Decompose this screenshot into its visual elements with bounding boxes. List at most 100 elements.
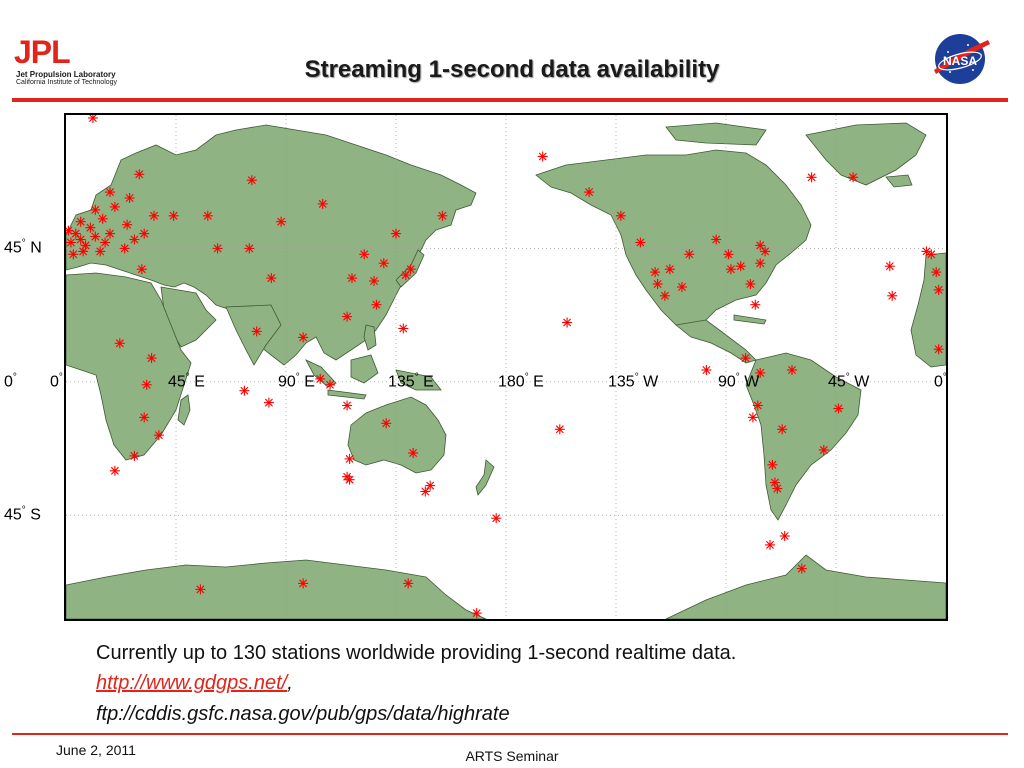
landmass-madagascar xyxy=(177,394,191,426)
footer-divider xyxy=(12,733,1008,735)
station-marker xyxy=(787,365,797,375)
station-marker xyxy=(251,326,262,337)
jpl-logo-mark: JPL xyxy=(14,34,71,70)
landmass-central-america xyxy=(675,319,757,364)
station-marker xyxy=(378,258,389,269)
lon-label: 135° E xyxy=(388,371,434,391)
station-marker xyxy=(405,264,416,275)
lon-label: 0° xyxy=(50,371,63,391)
station-marker xyxy=(139,228,150,239)
station-marker xyxy=(325,379,335,390)
station-marker xyxy=(425,480,436,491)
station-marker xyxy=(926,249,937,260)
station-marker xyxy=(491,513,502,524)
footer-date: June 2, 2011 xyxy=(56,742,136,758)
station-marker xyxy=(105,187,115,198)
station-marker xyxy=(725,264,736,275)
station-marker xyxy=(119,243,130,254)
landmass-philippines xyxy=(363,324,377,351)
station-marker xyxy=(711,234,722,245)
station-marker xyxy=(124,193,135,203)
station-marker xyxy=(755,258,766,269)
station-marker xyxy=(615,210,626,221)
station-marker xyxy=(66,237,76,248)
station-marker xyxy=(772,483,783,494)
lon-label: 90° E xyxy=(278,371,315,391)
station-marker xyxy=(921,246,932,257)
station-marker xyxy=(745,279,756,289)
lon-label: 90° W xyxy=(718,371,760,391)
lon-label: 45° E xyxy=(168,371,205,391)
landmass-antarctica-east xyxy=(665,554,946,619)
station-marker xyxy=(195,584,206,595)
station-marker xyxy=(344,474,355,485)
station-marker xyxy=(347,273,357,284)
station-marker xyxy=(659,290,670,301)
landmass-australia xyxy=(347,396,447,474)
station-marker xyxy=(153,430,164,441)
landmass-iberia-nw-africa xyxy=(910,252,946,368)
station-marker xyxy=(202,210,213,221)
station-marker xyxy=(537,151,548,162)
station-marker xyxy=(342,400,353,411)
lon-label: 0° xyxy=(934,371,947,391)
station-marker xyxy=(437,210,448,221)
station-marker xyxy=(75,234,86,245)
station-marker xyxy=(114,338,125,349)
station-marker xyxy=(369,276,379,286)
station-marker xyxy=(767,459,778,470)
station-marker xyxy=(371,299,382,310)
station-marker xyxy=(109,201,120,212)
link-row: http://www.gdgps.net/, xyxy=(96,672,293,695)
station-marker xyxy=(777,424,788,435)
station-marker xyxy=(755,367,766,378)
slide-title: Streaming 1-second data availability xyxy=(304,56,720,83)
landmass-africa xyxy=(66,272,192,461)
station-marker xyxy=(584,187,595,198)
station-marker xyxy=(420,486,431,497)
landmass-new-zealand xyxy=(475,459,495,496)
station-marker xyxy=(701,365,712,375)
station-marker xyxy=(652,279,663,289)
lat-label: 0° xyxy=(4,371,17,391)
station-marker xyxy=(266,273,277,284)
station-marker xyxy=(752,400,763,411)
station-marker xyxy=(765,539,775,550)
station-marker xyxy=(105,228,115,239)
caption-text: Currently up to 130 stations worldwide p… xyxy=(96,642,737,664)
station-marker xyxy=(403,578,414,589)
lon-label: 180° E xyxy=(498,371,544,391)
station-marker xyxy=(146,353,157,364)
station-marker xyxy=(650,267,661,278)
station-marker xyxy=(122,219,133,230)
station-marker xyxy=(134,169,145,180)
landmass-antarctica xyxy=(66,559,487,619)
ftp-path: ftp://cddis.gsfc.nasa.gov/pub/gps/data/h… xyxy=(96,703,510,725)
station-marker xyxy=(109,465,120,476)
station-marker xyxy=(755,240,766,251)
station-marker xyxy=(933,284,944,295)
station-marker xyxy=(85,222,96,233)
station-marker xyxy=(87,115,98,123)
header-divider xyxy=(12,98,1008,102)
station-marker xyxy=(391,228,401,239)
landmass-java xyxy=(327,389,367,400)
station-marker xyxy=(408,448,419,458)
station-marker xyxy=(298,332,309,343)
station-marker xyxy=(381,418,392,429)
station-marker xyxy=(471,608,482,619)
station-marker xyxy=(887,290,898,301)
station-marker xyxy=(90,231,101,242)
station-marker xyxy=(554,424,565,435)
station-marker xyxy=(100,237,111,248)
station-marker xyxy=(276,216,287,227)
footer-title: ARTS Seminar xyxy=(465,748,559,764)
landmass-borneo xyxy=(350,354,379,384)
station-marker xyxy=(70,228,81,239)
station-marker xyxy=(139,412,150,423)
gdgps-link[interactable]: http://www.gdgps.net/ xyxy=(96,672,288,694)
station-marker xyxy=(75,216,86,227)
landmass-north-america xyxy=(535,149,812,331)
station-marker xyxy=(136,264,147,275)
station-marker xyxy=(796,563,807,574)
